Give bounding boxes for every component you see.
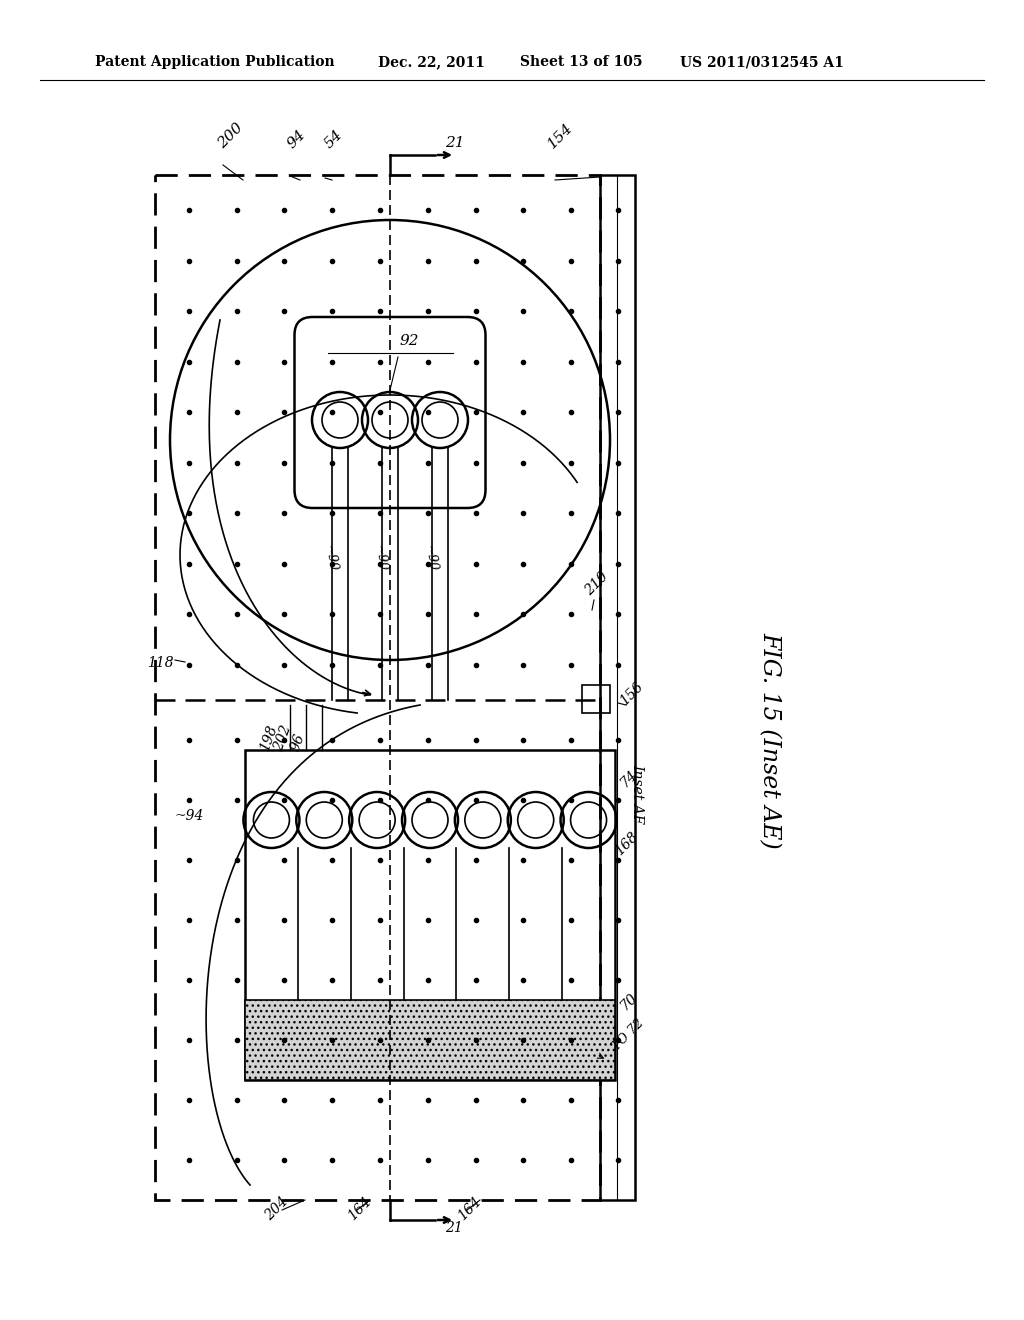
Text: FIG. 15 (Inset AE): FIG. 15 (Inset AE): [759, 632, 781, 849]
Text: Patent Application Publication: Patent Application Publication: [95, 55, 335, 69]
Text: 92: 92: [400, 334, 420, 348]
Text: 154: 154: [545, 120, 575, 150]
Text: 94: 94: [285, 127, 308, 150]
Text: 202: 202: [272, 723, 294, 752]
Text: 198: 198: [258, 723, 281, 752]
Text: 168: 168: [612, 829, 641, 858]
Bar: [600, 176, 635, 1200]
Text: 54: 54: [322, 127, 346, 150]
Text: ~90: ~90: [322, 545, 339, 573]
Text: 164: 164: [345, 1195, 374, 1224]
Bar: [582, 685, 610, 713]
Text: 164: 164: [455, 1195, 483, 1224]
Text: 70: 70: [618, 990, 640, 1012]
Text: Dec. 22, 2011: Dec. 22, 2011: [378, 55, 485, 69]
Text: ~90: ~90: [372, 545, 389, 573]
Text: Sheet 13 of 105: Sheet 13 of 105: [520, 55, 642, 69]
Text: ~94: ~94: [175, 809, 205, 822]
Text: 96: 96: [288, 731, 307, 752]
Text: 21: 21: [445, 136, 465, 150]
Text: 210: 210: [582, 569, 610, 598]
Bar: [245, 750, 615, 1080]
Text: 74: 74: [618, 767, 640, 789]
Text: 118: 118: [147, 656, 174, 671]
Text: ~90: ~90: [422, 545, 439, 573]
Text: 21: 21: [445, 1221, 463, 1236]
Text: 204: 204: [262, 1195, 291, 1224]
Text: Inset AF: Inset AF: [630, 764, 644, 822]
Text: 200: 200: [215, 120, 246, 150]
Bar: [245, 1001, 615, 1080]
Text: US 2011/0312545 A1: US 2011/0312545 A1: [680, 55, 844, 69]
Text: TO 72: TO 72: [610, 1016, 646, 1053]
Text: 156: 156: [617, 680, 646, 708]
